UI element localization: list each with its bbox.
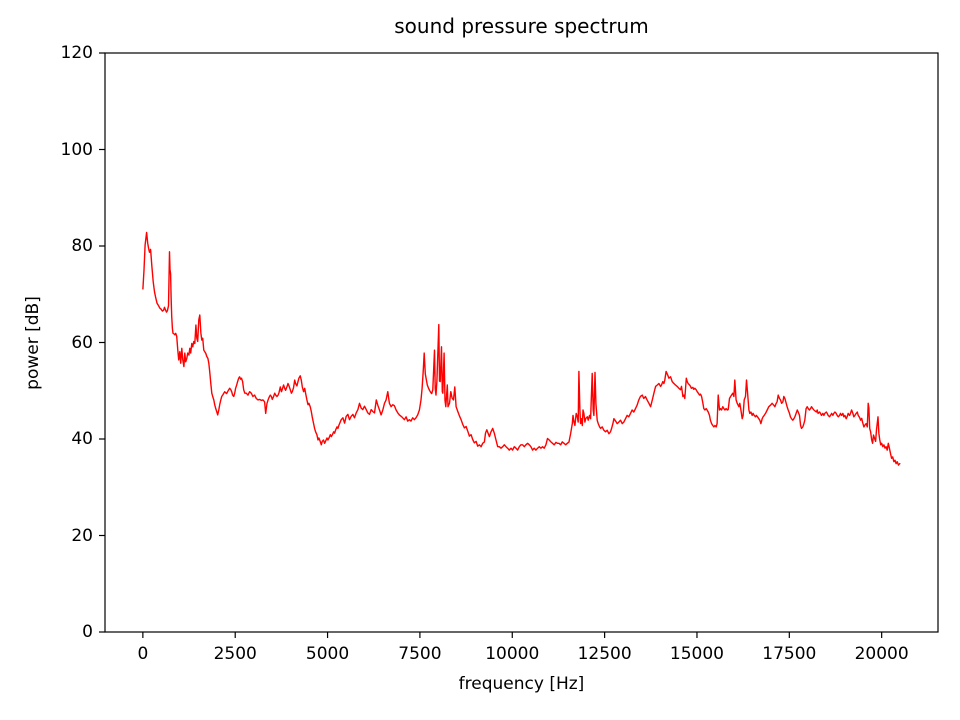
x-tick-label: 15000	[669, 644, 724, 664]
y-tick-label: 120	[60, 43, 93, 63]
x-tick-label: 7500	[398, 644, 442, 664]
x-tick-label: 12500	[577, 644, 632, 664]
x-tick-label: 10000	[485, 644, 540, 664]
y-tick-label: 100	[60, 139, 93, 160]
x-tick-label: 20000	[854, 644, 909, 664]
x-tick-label: 5000	[305, 644, 350, 664]
x-tick-label: 17500	[762, 644, 817, 664]
axes-spines	[104, 52, 939, 633]
y-tick-label: 40	[71, 429, 93, 449]
y-tick-label: 60	[71, 332, 93, 353]
y-tick-label: 80	[71, 236, 93, 256]
y-tick-label: 20	[71, 525, 93, 546]
y-tick-label: 0	[82, 622, 93, 642]
x-axis-label: frequency [Hz]	[458, 674, 585, 694]
x-tick-label: 2500	[213, 644, 257, 664]
spectrum-line	[142, 231, 901, 466]
chart-title: sound pressure spectrum	[394, 14, 649, 38]
x-tick-label: 0	[137, 644, 149, 664]
